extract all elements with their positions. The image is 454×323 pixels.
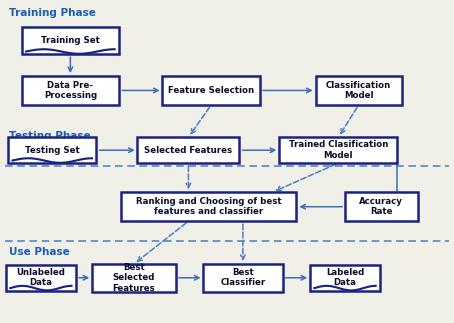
Text: Labeled
Data: Labeled Data [326,268,364,287]
Text: Training Phase: Training Phase [9,8,96,18]
FancyBboxPatch shape [163,76,260,105]
FancyBboxPatch shape [316,76,402,105]
Text: Trained Clasification
Model: Trained Clasification Model [289,141,388,160]
FancyBboxPatch shape [203,264,282,291]
Text: Accuracy
Rate: Accuracy Rate [360,197,403,216]
Text: Data Pre-
Processing: Data Pre- Processing [44,81,97,100]
FancyBboxPatch shape [92,264,176,291]
Text: Ranking and Choosing of best
features and classifier: Ranking and Choosing of best features an… [136,197,281,216]
FancyBboxPatch shape [5,265,76,291]
FancyBboxPatch shape [8,137,97,163]
Text: Best
Classifier: Best Classifier [220,268,266,287]
Text: Feature Selection: Feature Selection [168,86,254,95]
Text: Use Phase: Use Phase [9,247,70,257]
Text: Testing Phase: Testing Phase [9,131,91,141]
FancyBboxPatch shape [22,26,119,54]
FancyBboxPatch shape [345,192,418,221]
Text: Best
Selected
Features: Best Selected Features [113,263,155,293]
FancyBboxPatch shape [310,265,380,291]
Text: Unlabeled
Data: Unlabeled Data [16,268,65,287]
FancyBboxPatch shape [279,137,397,163]
Text: Selected Features: Selected Features [144,146,232,155]
FancyBboxPatch shape [138,137,240,163]
Text: Testing Set: Testing Set [25,146,79,155]
Text: Classification
Model: Classification Model [326,81,391,100]
FancyBboxPatch shape [22,76,119,105]
Text: Training Set: Training Set [41,36,100,45]
FancyBboxPatch shape [122,192,296,221]
